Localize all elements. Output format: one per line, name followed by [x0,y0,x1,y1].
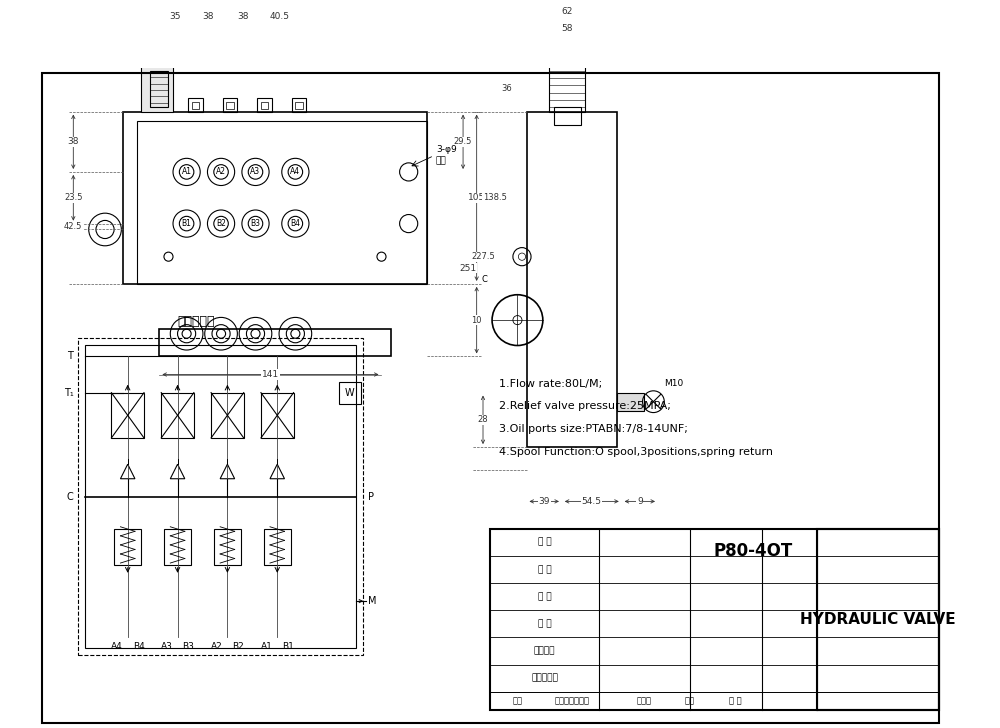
Text: 58: 58 [562,24,573,33]
Text: 29.5: 29.5 [454,138,472,146]
Bar [164,529,191,565]
Text: 39: 39 [538,497,550,506]
Text: 日期: 日期 [685,696,695,705]
Text: P₁: P₁ [74,225,82,234]
Text: 23.5: 23.5 [64,193,83,202]
Text: 40.5: 40.5 [269,12,289,21]
Bar [137,121,427,284]
Text: A1: A1 [182,167,192,176]
Text: 制 图: 制 图 [538,565,551,574]
Text: 62: 62 [562,7,573,17]
Bar [188,98,203,111]
Text: 通孔: 通孔 [436,157,447,165]
Text: B2: B2 [216,219,226,228]
Text: B2: B2 [232,642,244,651]
Text: 38: 38 [237,12,249,21]
Text: 35: 35 [170,12,181,21]
Bar [159,329,391,357]
Text: A1: A1 [260,642,272,651]
Bar [292,98,306,111]
Bar [211,392,244,438]
Text: 227.5: 227.5 [471,252,495,261]
Bar [150,71,168,107]
Text: 标记: 标记 [512,696,522,705]
Bar [617,392,644,411]
Text: 9: 9 [637,497,643,506]
Text: 28: 28 [478,415,488,424]
Text: 36: 36 [501,84,512,93]
Text: 1.Flow rate:80L/M;: 1.Flow rate:80L/M; [499,379,603,389]
Text: T₁: T₁ [64,387,73,397]
Bar [223,98,237,111]
Bar [192,102,199,109]
Text: W: W [345,387,355,397]
Text: B4: B4 [290,219,300,228]
Text: 标准化检查: 标准化检查 [531,673,558,683]
Text: A4: A4 [111,642,123,651]
Text: 105: 105 [468,193,485,202]
Bar [295,102,303,109]
Text: A4: A4 [290,167,300,176]
Bar [161,392,194,438]
Bar [527,111,617,447]
Text: 3.Oil ports size:PTABN:7/8-14UNF;: 3.Oil ports size:PTABN:7/8-14UNF; [499,424,688,434]
Text: M: M [368,596,376,606]
Text: 液压原理图: 液压原理图 [177,315,214,328]
Text: 10: 10 [471,316,482,325]
Bar [78,339,363,655]
Bar [214,529,241,565]
Bar [490,529,939,710]
Bar [226,102,234,109]
Text: C: C [481,275,487,284]
Text: 42.5: 42.5 [64,222,82,231]
Bar [257,98,272,111]
Bar [111,392,144,438]
Text: B3: B3 [250,219,260,228]
Bar [549,66,585,111]
Text: P: P [368,492,374,502]
Text: 更改人: 更改人 [637,696,652,705]
Bar [554,107,581,125]
Bar [264,529,291,565]
Bar [85,346,356,648]
Text: 描 图: 描 图 [538,592,551,601]
Text: B1: B1 [182,219,192,228]
Bar [817,529,939,710]
Bar [339,381,361,403]
Bar [141,66,173,111]
Text: 38: 38 [68,138,79,146]
Text: B1: B1 [282,642,294,651]
Text: 工艺检查: 工艺检查 [534,646,555,655]
Bar [123,111,427,284]
Text: P80-4OT: P80-4OT [713,542,793,561]
Text: M10: M10 [664,379,684,388]
Text: B3: B3 [182,642,194,651]
Text: 设 计: 设 计 [538,538,551,547]
Text: 2.Relief valve pressure:25MPA;: 2.Relief valve pressure:25MPA; [499,401,671,411]
Bar [261,102,268,109]
Text: A3: A3 [250,167,261,176]
Text: 54.5: 54.5 [582,497,602,506]
Text: B4: B4 [133,642,144,651]
Text: 141: 141 [262,370,279,379]
Text: 3-φ9: 3-φ9 [436,145,457,154]
Text: 校 对: 校 对 [538,620,551,628]
Text: 4.Spool Function:O spool,3positions,spring return: 4.Spool Function:O spool,3positions,spri… [499,446,773,456]
Text: 审 核: 审 核 [729,696,741,705]
Text: 251: 251 [459,264,476,272]
Text: A2: A2 [211,642,222,651]
Text: T₁: T₁ [481,193,490,202]
Bar [114,529,141,565]
Text: 更改内容或依据: 更改内容或依据 [554,696,589,705]
Text: 138.5: 138.5 [483,193,507,202]
Text: A2: A2 [216,167,226,176]
Text: C: C [67,492,73,502]
Text: 38: 38 [203,12,214,21]
Text: HYDRAULIC VALVE: HYDRAULIC VALVE [800,612,956,627]
Text: A3: A3 [161,642,173,651]
Bar [261,392,294,438]
Text: T: T [67,352,73,361]
